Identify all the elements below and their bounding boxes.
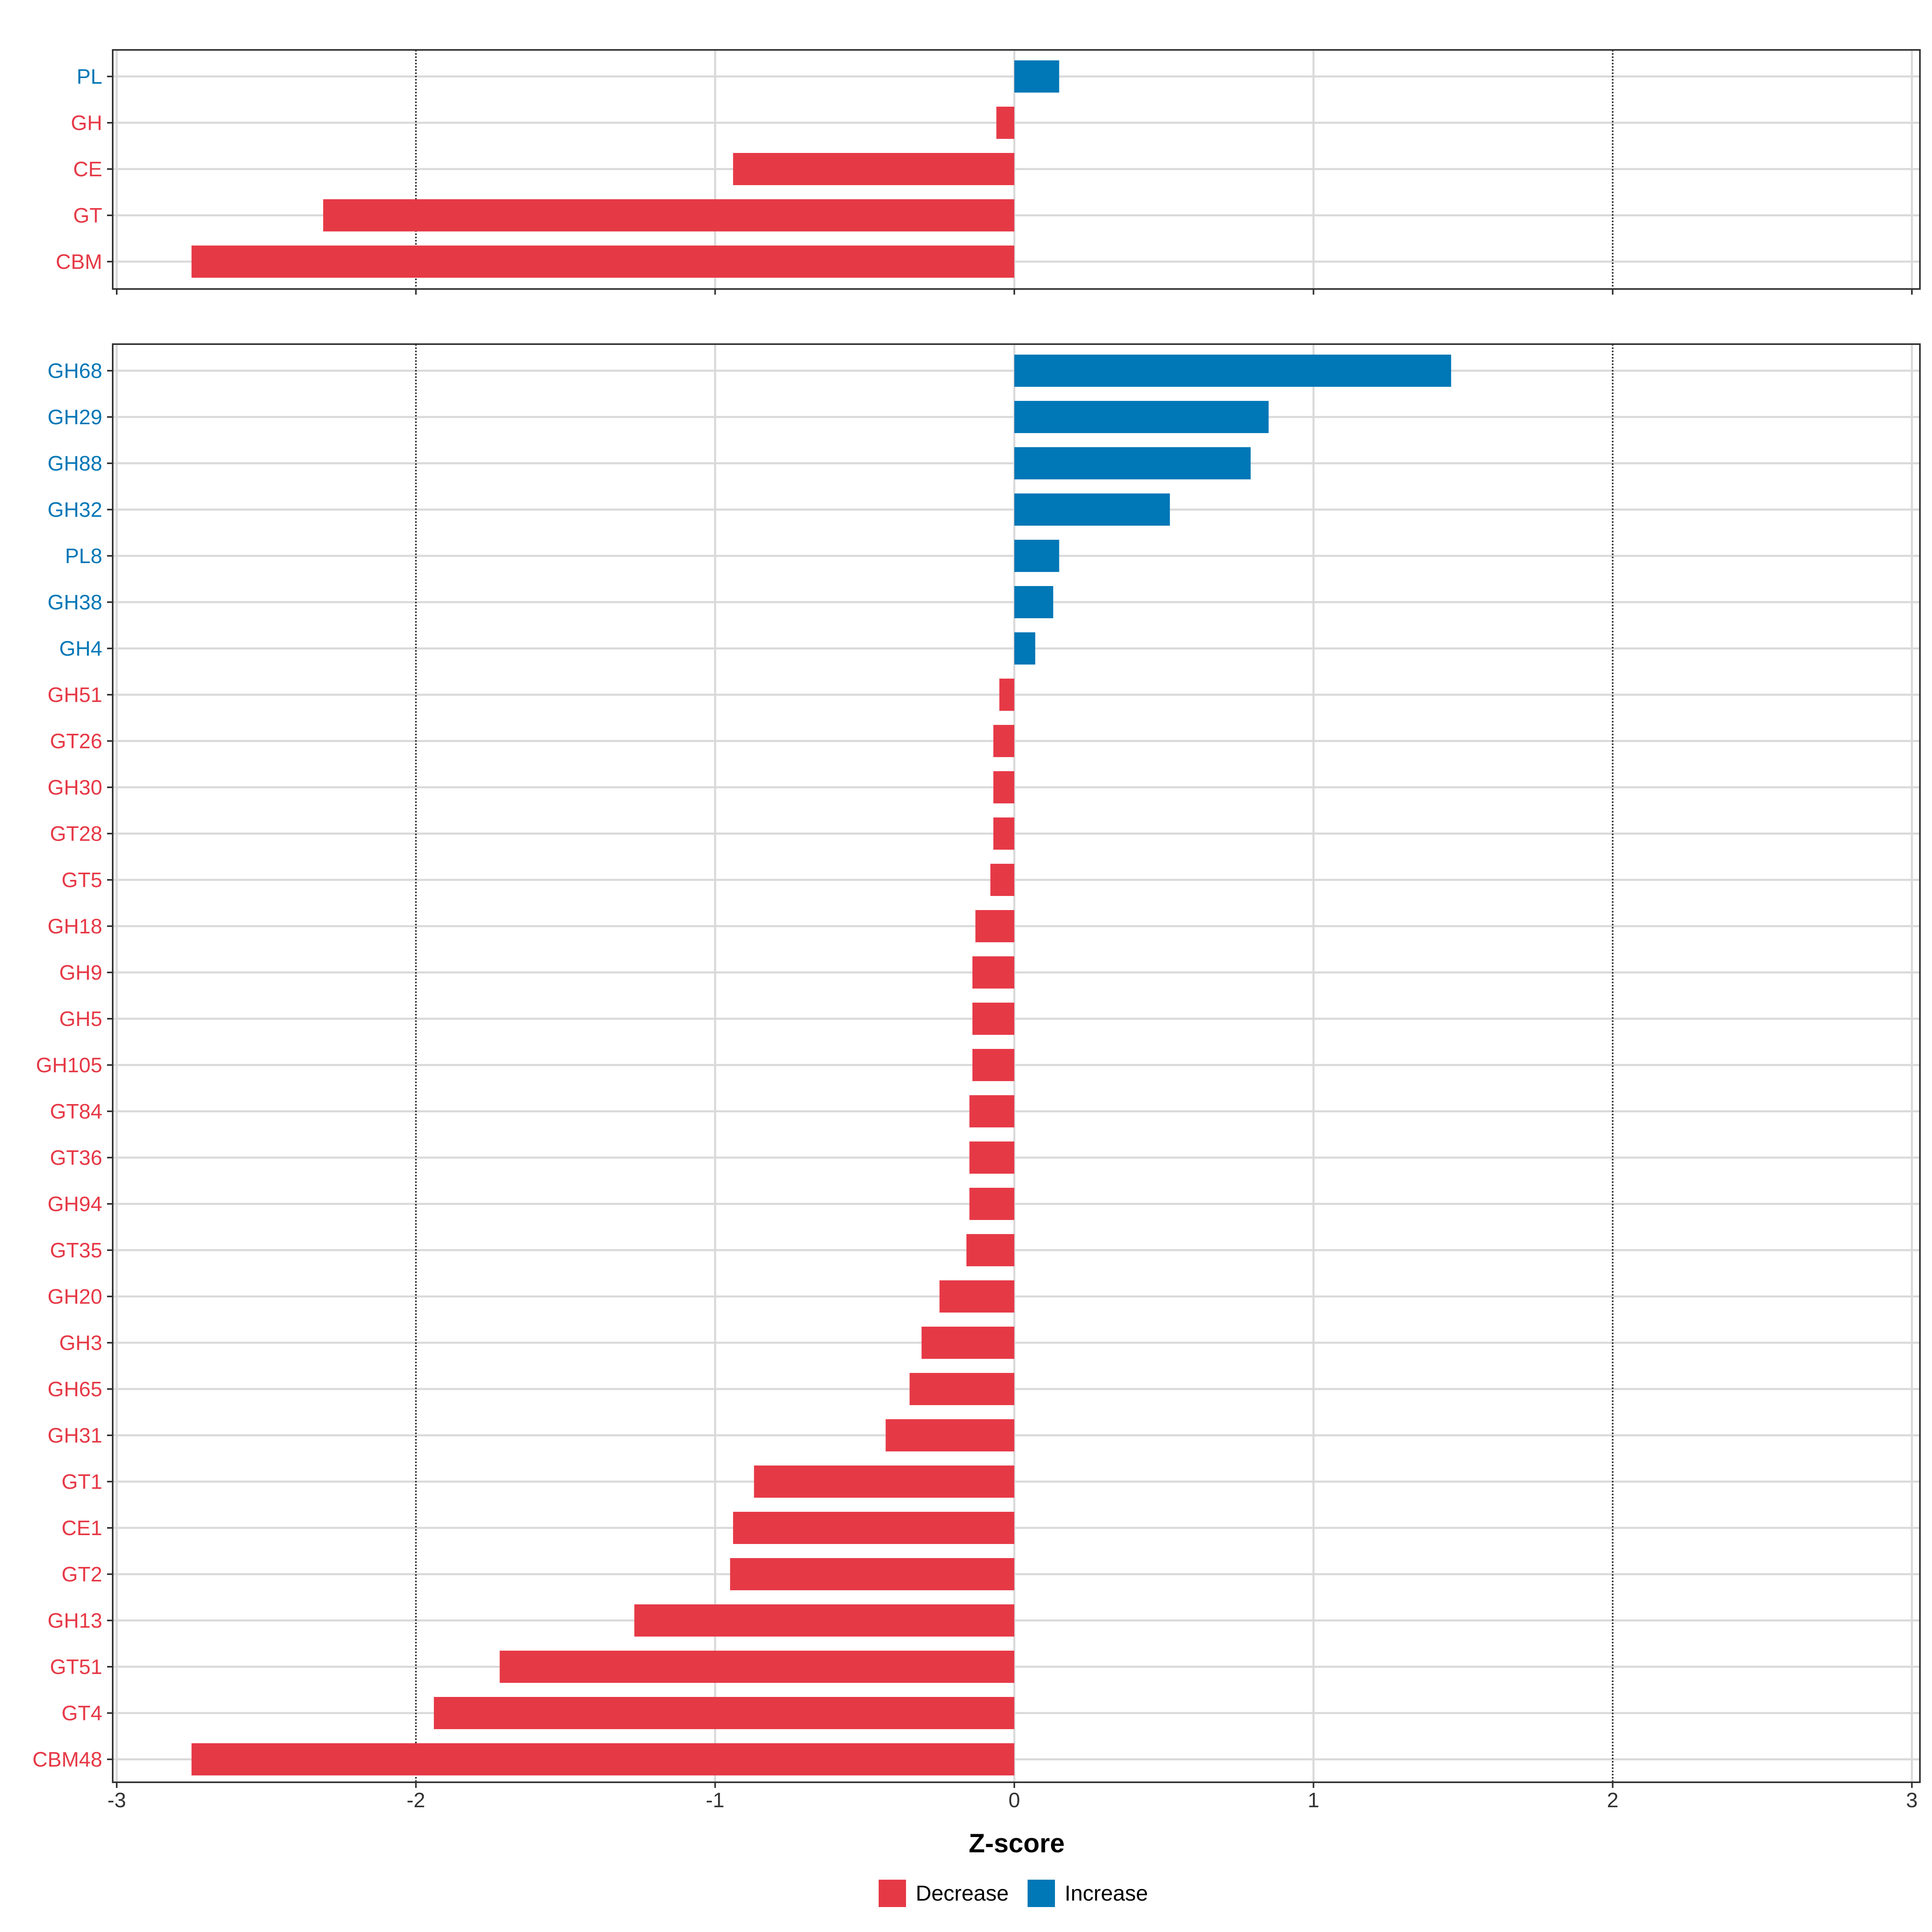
panel-border	[112, 343, 1921, 1783]
bar-GH13	[634, 1604, 1014, 1637]
y-tick-label: GH4	[59, 637, 102, 661]
bar-GT35	[966, 1234, 1014, 1266]
y-tick-label: GH	[71, 111, 102, 135]
x-tick-label: -3	[107, 1789, 126, 1812]
y-tick-label: CBM	[56, 250, 102, 274]
bar-GT84	[969, 1095, 1014, 1127]
y-tick-label: GH3	[59, 1331, 102, 1355]
bar-GT26	[993, 725, 1014, 757]
y-tick-label: CE1	[62, 1517, 102, 1540]
bar-GT51	[500, 1651, 1014, 1683]
legend-label-increase: Increase	[1065, 1881, 1148, 1905]
bar-CBM	[191, 246, 1014, 278]
bar-GT4	[433, 1697, 1014, 1729]
panel-family-level: GH68 GH29 GH88 GH32 PL8 GH38 GH4 GH51 GT26 GH30 GT…	[33, 343, 1921, 1788]
y-tick-label: GT36	[50, 1146, 102, 1170]
legend-key-decrease	[879, 1880, 906, 1907]
legend: Decrease Increase	[879, 1880, 1148, 1907]
x-tick-label: 2	[1607, 1789, 1618, 1812]
y-tick-label: GH38	[47, 591, 102, 614]
y-tick-label: GH18	[47, 915, 102, 938]
bar-CBM48	[191, 1743, 1014, 1775]
x-axis: -3 -2 -1 0 1 2 3	[107, 1789, 1918, 1812]
bar-CE	[733, 153, 1014, 185]
y-tick-label: GH32	[47, 498, 102, 522]
y-tick-label: GH20	[47, 1285, 102, 1309]
x-axis-title: Z-score	[969, 1828, 1065, 1858]
bar-GH3	[921, 1327, 1014, 1359]
y-tick-label: GH5	[59, 1007, 102, 1031]
bar-GH4	[1014, 632, 1036, 665]
y-tick-label: GT51	[50, 1655, 102, 1679]
bar-GH5	[972, 1003, 1014, 1035]
y-tick-label: GT5	[62, 869, 102, 892]
y-tick-label: GH51	[47, 683, 102, 707]
y-tick-label: GH94	[47, 1193, 102, 1216]
bar-GH105	[972, 1049, 1014, 1081]
bar-GH68	[1014, 355, 1451, 387]
bar-GH65	[909, 1373, 1014, 1405]
y-tick-label: CBM48	[33, 1748, 102, 1771]
y-tick-label: GT28	[50, 822, 102, 846]
bar-GT1	[754, 1466, 1014, 1498]
bar-GH9	[972, 956, 1014, 989]
y-tick-label: PL	[76, 65, 102, 89]
y-tick-label: CE	[73, 158, 102, 181]
y-tick-label: GH68	[47, 359, 102, 383]
panels: PL GH CE GT CBM GH68 GH29 GH88 GH32 PL8 GH38 GH4 GH5…	[33, 49, 1921, 1788]
panel-border	[112, 49, 1921, 290]
bar-GH94	[969, 1188, 1014, 1220]
panel-class-level: PL GH CE GT CBM	[56, 49, 1921, 295]
y-tick-label: GH31	[47, 1424, 102, 1447]
bar-GH32	[1014, 493, 1170, 526]
y-tick-label: GT	[73, 204, 102, 227]
bar-GT28	[993, 817, 1014, 850]
bar-GH51	[999, 679, 1014, 711]
y-tick-label: GH30	[47, 776, 102, 799]
y-tick-label: GH13	[47, 1609, 102, 1633]
bar-GH88	[1014, 447, 1251, 479]
y-tick-label: GT26	[50, 730, 102, 753]
x-tick-label: 3	[1906, 1789, 1918, 1812]
bar-CE1	[733, 1512, 1014, 1544]
legend-key-increase	[1028, 1880, 1055, 1907]
bar-GT2	[730, 1558, 1014, 1590]
x-tick-label: 0	[1009, 1789, 1020, 1812]
y-tick-label: GH65	[47, 1378, 102, 1401]
bar-GH31	[886, 1419, 1014, 1451]
bar-GH18	[975, 910, 1014, 942]
bar-PL	[1014, 60, 1059, 93]
x-tick-label: 1	[1308, 1789, 1319, 1812]
bar-GH38	[1014, 586, 1053, 618]
x-tick-label: -2	[407, 1789, 425, 1812]
y-tick-label: GH105	[36, 1054, 102, 1077]
y-tick-label: GH88	[47, 452, 102, 475]
y-tick-label: GT2	[62, 1563, 102, 1586]
y-tick-label: GT84	[50, 1100, 102, 1123]
bar-GH	[996, 107, 1014, 139]
bar-GT5	[990, 864, 1014, 896]
legend-label-decrease: Decrease	[916, 1881, 1009, 1905]
y-tick-label: PL8	[65, 545, 102, 568]
y-tick-label: GH9	[59, 961, 102, 985]
y-tick-label: GT35	[50, 1239, 102, 1262]
bar-GH30	[993, 771, 1014, 803]
bar-GH29	[1014, 401, 1269, 433]
y-tick-label: GT1	[62, 1470, 102, 1494]
bar-GT36	[969, 1141, 1014, 1174]
y-tick-label: GT4	[62, 1702, 102, 1725]
bar-GH20	[939, 1280, 1014, 1313]
y-tick-label: GH29	[47, 406, 102, 429]
bar-PL8	[1014, 540, 1059, 572]
bar-GT	[323, 199, 1014, 231]
x-tick-label: -1	[706, 1789, 724, 1812]
